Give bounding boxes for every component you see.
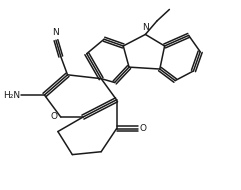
Text: O: O [140,124,147,133]
Text: N: N [52,28,58,37]
Text: N: N [142,23,149,32]
Text: O: O [51,112,58,121]
Text: H₂N: H₂N [3,90,20,100]
